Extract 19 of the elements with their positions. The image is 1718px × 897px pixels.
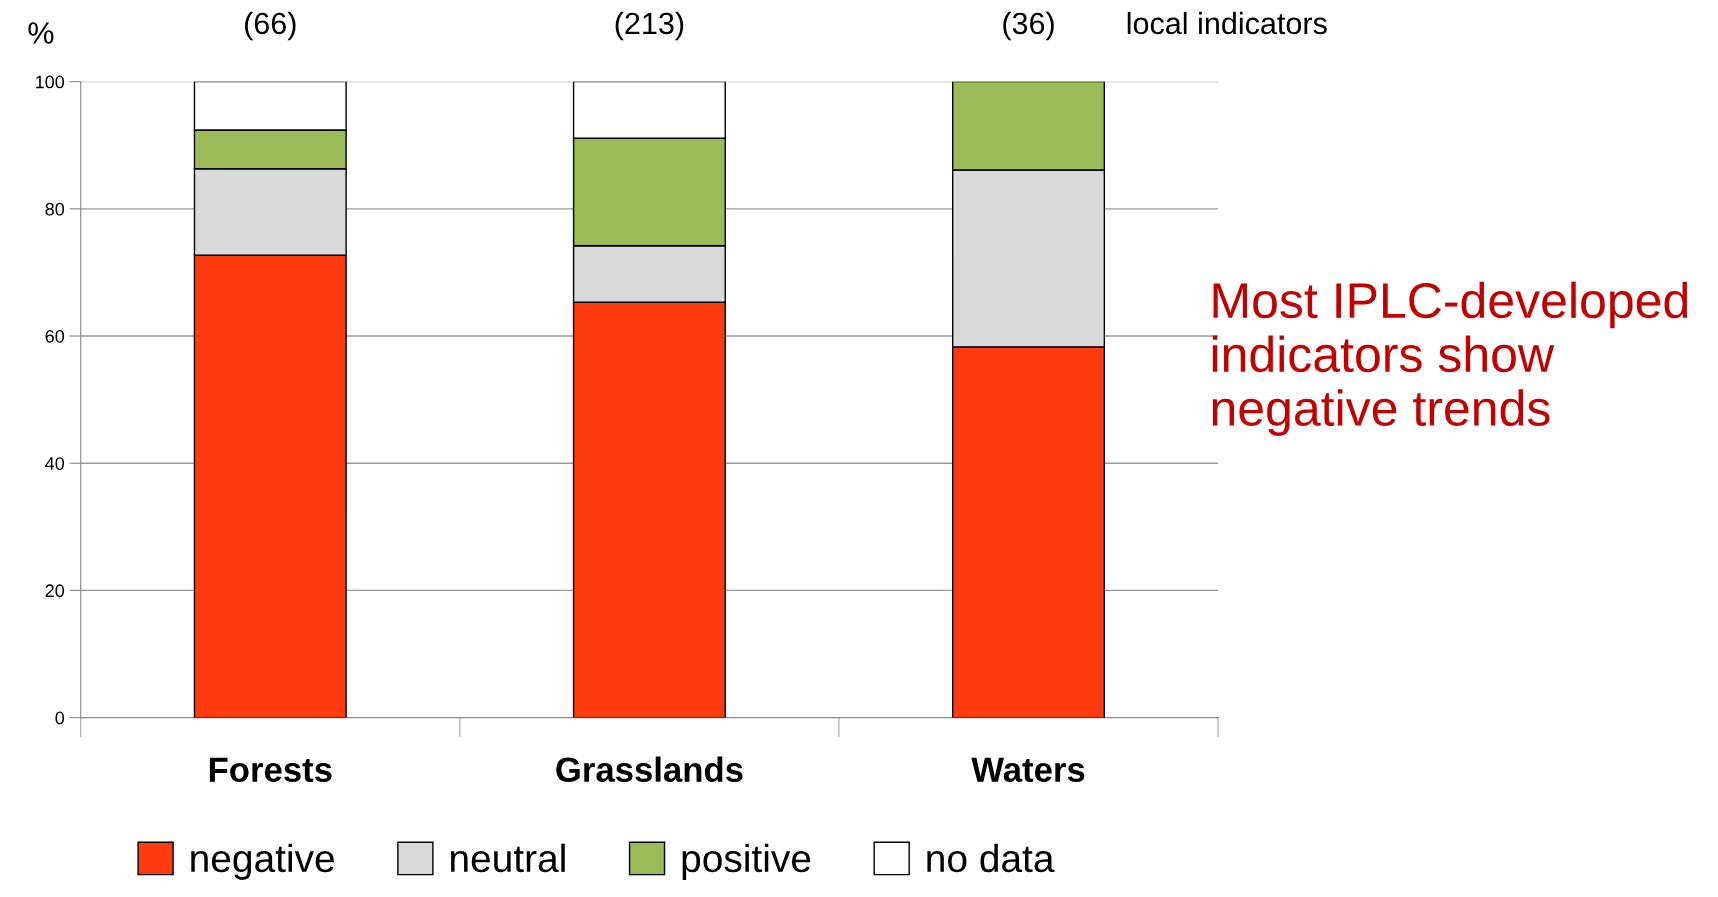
annotation: (213) (615, 11, 684, 41)
y-tick-label: 60 (45, 329, 65, 343)
text: local indicators (1127, 11, 1327, 35)
y-tick-label: 80 (45, 202, 65, 216)
legend-label: no data (927, 843, 1055, 873)
annotation: Most IPLC-developed indicators show negative trends (1212, 281, 1688, 436)
y-axis-title: % (28, 22, 54, 44)
y-tick-label: 0 (55, 711, 65, 725)
y-tick-label: 100 (36, 75, 65, 89)
x-tick-label: Forests (209, 757, 332, 782)
x-tick-label: Grasslands (556, 756, 743, 782)
legend-label: neutral (451, 843, 565, 873)
annotation: (66) (245, 11, 296, 41)
legend-label: positive (682, 843, 811, 880)
legend-label: negative (191, 843, 334, 880)
y-tick-label: 20 (45, 584, 65, 598)
x-tick-label: Waters (971, 757, 1085, 782)
annotation: (36) (1003, 11, 1054, 41)
y-tick-label: 40 (45, 457, 65, 470)
